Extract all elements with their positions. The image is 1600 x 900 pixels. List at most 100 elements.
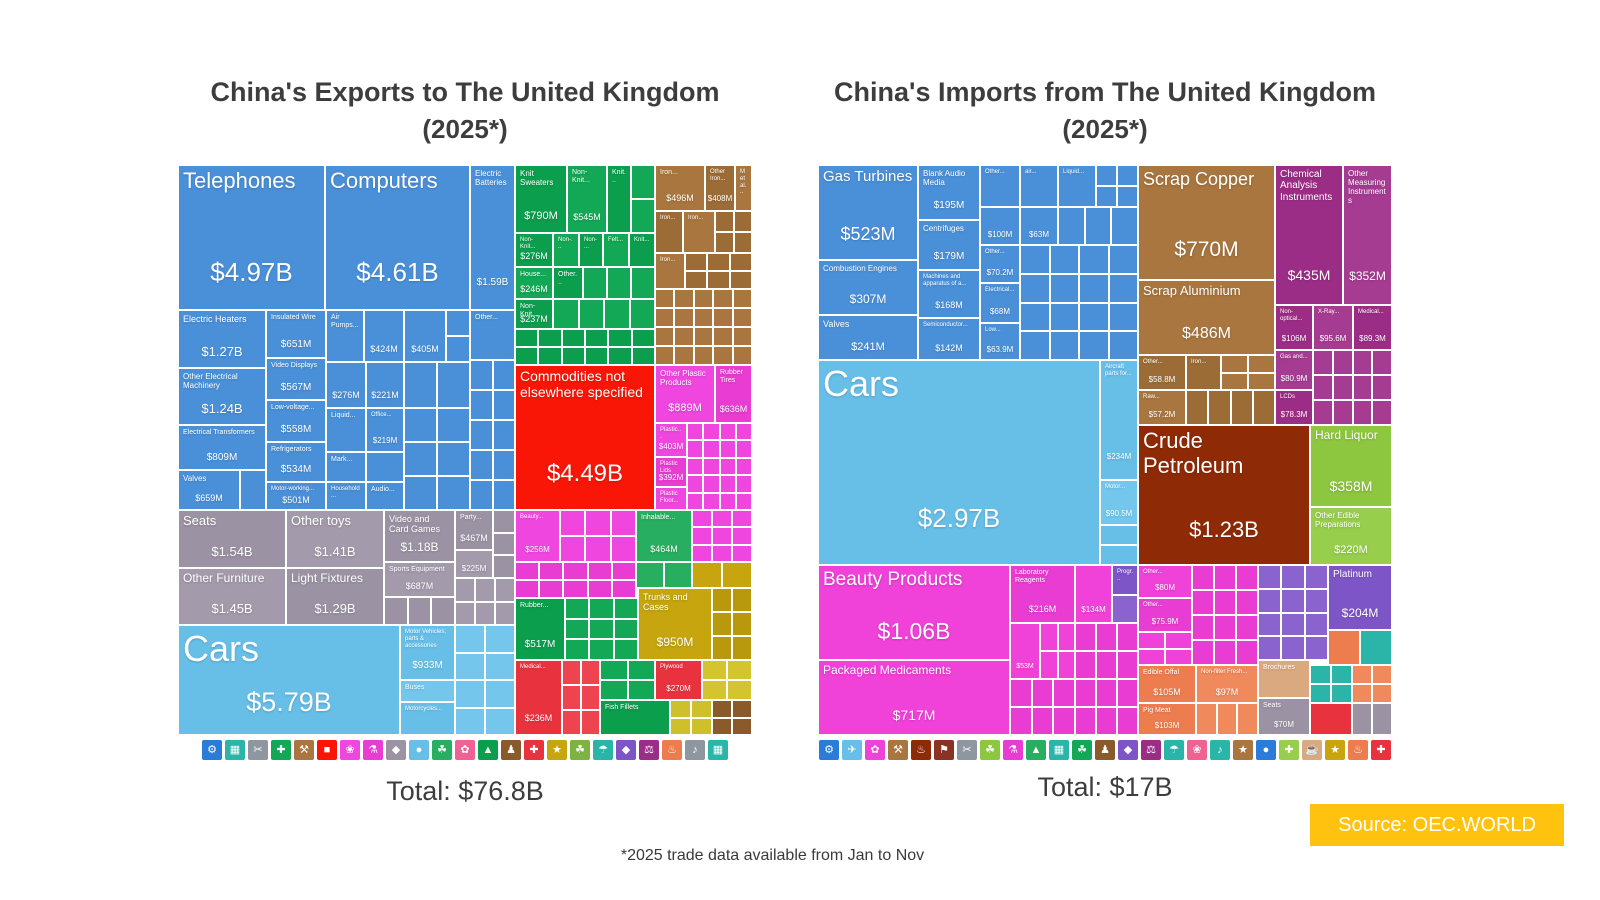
- treemap-cell[interactable]: [581, 660, 600, 685]
- edible-offal[interactable]: Edible Offal $105M: [1138, 665, 1196, 703]
- treemap-cell[interactable]: [455, 601, 475, 625]
- treemap-cell[interactable]: [1331, 684, 1352, 703]
- treemap-cell[interactable]: [1313, 400, 1333, 425]
- liquid-pumps[interactable]: Liquid...: [326, 408, 366, 452]
- other-textiles[interactable]: Other...: [553, 267, 583, 299]
- scrap-copper[interactable]: Scrap Copper $770M: [1138, 165, 1275, 280]
- misc2-icon[interactable]: ☂: [1164, 740, 1184, 760]
- treemap-cell[interactable]: [735, 440, 752, 458]
- treemap-cell[interactable]: [691, 700, 712, 718]
- progr-cell[interactable]: Progr...: [1112, 565, 1138, 595]
- treemap-cell[interactable]: [384, 597, 408, 625]
- treemap-cell[interactable]: [703, 492, 720, 510]
- treemap-cell[interactable]: [561, 329, 585, 347]
- treemap-cell[interactable]: [735, 457, 752, 476]
- cell-134m[interactable]: $134M: [1075, 565, 1112, 623]
- motorcycles[interactable]: Motorcycles...: [400, 702, 455, 735]
- other-furniture[interactable]: Other Furniture $1.45B: [178, 568, 286, 625]
- treemap-cell[interactable]: [561, 347, 585, 365]
- treemap-cell[interactable]: [719, 475, 736, 493]
- treemap-cell[interactable]: [515, 347, 539, 365]
- treemap-cell[interactable]: [1304, 612, 1328, 637]
- treemap-cell[interactable]: [670, 717, 691, 735]
- knit-cell-1[interactable]: Knit...: [607, 165, 631, 233]
- other-electrical[interactable]: Other...: [470, 310, 515, 360]
- treemap-cell[interactable]: [493, 510, 515, 533]
- mark-cell[interactable]: Mark...: [326, 452, 366, 482]
- precious-metals-icon[interactable]: ◆: [1118, 740, 1138, 760]
- treemap-cell[interactable]: [1252, 390, 1275, 425]
- treemap-cell[interactable]: [1352, 350, 1373, 375]
- beauty-icon[interactable]: ✿: [455, 740, 475, 760]
- cars-imp[interactable]: Cars $2.97B: [818, 360, 1100, 565]
- trunks-and-cases[interactable]: Trunks and Cases $950M: [638, 588, 712, 660]
- treemap-cell[interactable]: [732, 289, 752, 308]
- treemap-cell[interactable]: [485, 625, 515, 653]
- laboratory-reagents[interactable]: Laboratory Reagents $216M: [1010, 565, 1075, 623]
- treemap-cell[interactable]: [1281, 588, 1305, 613]
- treemap-cell[interactable]: [585, 329, 609, 347]
- treemap-cell[interactable]: [719, 423, 736, 441]
- treemap-cell[interactable]: [655, 327, 675, 346]
- source-badge[interactable]: Source: OEC.WORLD: [1310, 804, 1564, 846]
- treemap-cell[interactable]: [470, 450, 493, 480]
- treemap-cell[interactable]: [610, 510, 636, 536]
- treemap-cell[interactable]: [1258, 612, 1282, 637]
- treemap-cell[interactable]: [1281, 612, 1305, 637]
- treemap-cell[interactable]: [515, 329, 539, 347]
- leather-icon[interactable]: ★: [547, 740, 567, 760]
- treemap-cell[interactable]: [1196, 703, 1217, 735]
- treemap-cell[interactable]: [1075, 679, 1096, 707]
- treemap-cell[interactable]: [538, 329, 562, 347]
- treemap-cell[interactable]: [1214, 615, 1236, 640]
- machines-icon[interactable]: ⚙: [202, 740, 222, 760]
- foodstuffs-icon[interactable]: ▲: [478, 740, 498, 760]
- treemap-cell[interactable]: [604, 299, 630, 329]
- vegetable-icon[interactable]: ☘: [432, 740, 452, 760]
- precious-metals-icon[interactable]: ◆: [616, 740, 636, 760]
- treemap-cell[interactable]: [735, 492, 752, 510]
- treemap-cell[interactable]: [712, 544, 732, 562]
- treemap-cell[interactable]: [1352, 665, 1372, 684]
- treemap-cell[interactable]: [712, 717, 732, 735]
- treemap-cell[interactable]: [1079, 331, 1109, 360]
- treemap-cell[interactable]: [719, 492, 736, 510]
- metal-cell[interactable]: Metal...: [735, 165, 752, 211]
- treemap-cell[interactable]: [732, 308, 752, 327]
- medical-exp[interactable]: Medical... $236M: [515, 660, 562, 735]
- crude-petroleum[interactable]: Crude Petroleum $1.23B: [1138, 425, 1310, 565]
- treemap-cell[interactable]: [1058, 207, 1085, 245]
- cosmetics-icon[interactable]: ❀: [1187, 740, 1207, 760]
- treemap-cell[interactable]: [492, 480, 515, 510]
- other-icon[interactable]: ▦: [708, 740, 728, 760]
- treemap-cell[interactable]: [608, 347, 632, 365]
- treemap-cell[interactable]: [1237, 703, 1258, 735]
- treemap-cell[interactable]: [1352, 703, 1372, 735]
- commodities-icon[interactable]: ■: [317, 740, 337, 760]
- video-card-games[interactable]: Video and Card Games $1.18B: [384, 510, 455, 562]
- treemap-cell[interactable]: [585, 536, 611, 562]
- treemap-cell[interactable]: [613, 618, 638, 640]
- beauty-icon[interactable]: ✿: [865, 740, 885, 760]
- treemap-cell[interactable]: [732, 588, 752, 612]
- iron-cell-2[interactable]: Iron...: [683, 211, 715, 253]
- treemap-cell[interactable]: [600, 660, 628, 680]
- treemap-cell[interactable]: [485, 707, 515, 735]
- miscellaneous-icon[interactable]: ▦: [225, 740, 245, 760]
- treemap-cell[interactable]: [1020, 245, 1050, 274]
- electric-heaters[interactable]: Electric Heaters $1.27B: [178, 310, 266, 368]
- treemap-cell[interactable]: [1214, 640, 1236, 665]
- office-machines[interactable]: Office... $219M: [366, 408, 404, 452]
- other-759[interactable]: Other... $75.9M: [1138, 598, 1192, 632]
- other-toys[interactable]: Other toys $1.41B: [286, 510, 384, 568]
- treemap-cell[interactable]: [655, 346, 675, 365]
- buses[interactable]: Buses: [400, 680, 455, 702]
- red-cell[interactable]: [1310, 703, 1352, 735]
- treemap-cell[interactable]: [470, 420, 493, 450]
- treemap-cell[interactable]: [431, 597, 455, 625]
- instruments2-icon[interactable]: ⚖: [1141, 740, 1161, 760]
- instruments2-icon[interactable]: ⚖: [639, 740, 659, 760]
- low-voltage-protection[interactable]: Low-voltage... $558M: [266, 400, 326, 442]
- miscellaneous-icon[interactable]: ▦: [1049, 740, 1069, 760]
- treemap-cell[interactable]: [1117, 651, 1138, 679]
